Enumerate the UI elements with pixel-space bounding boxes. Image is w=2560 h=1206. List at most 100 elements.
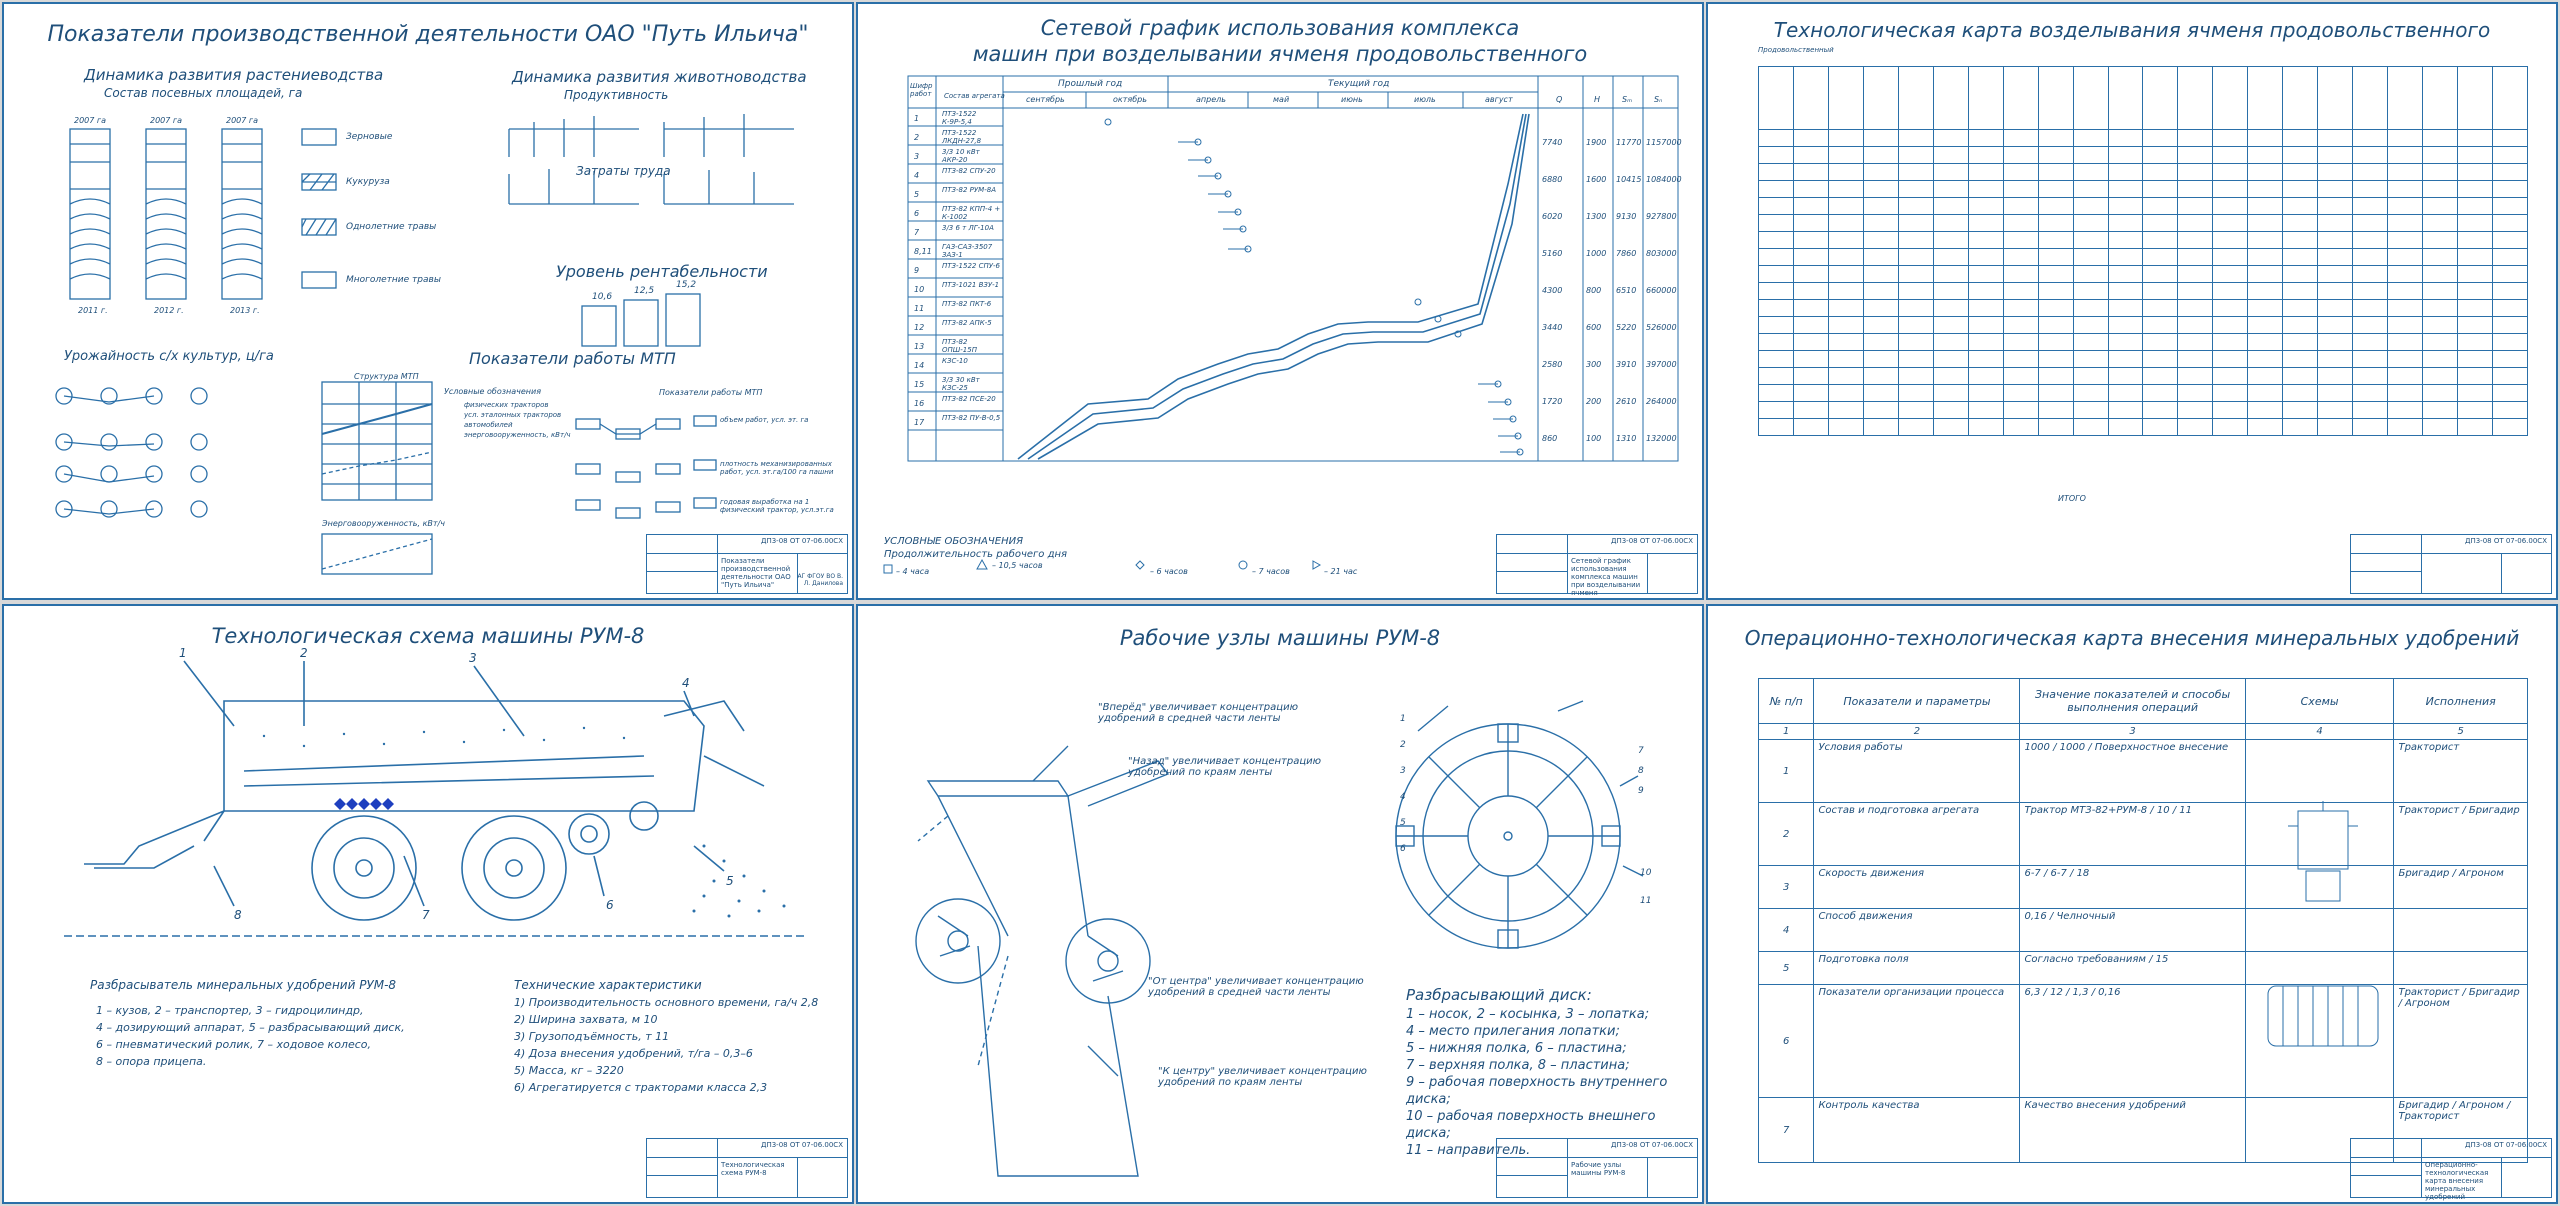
disk-number: 1	[1400, 714, 1406, 724]
row-aggregate: ГАЗ-САЗ-3507 ЗАЗ-1	[942, 243, 993, 259]
working-units-drawing	[915, 700, 1644, 1177]
part-number: 1	[179, 646, 187, 660]
scale-value: 600	[1586, 323, 1602, 332]
table-cell	[2244, 908, 2395, 952]
year-label: 2012 г.	[154, 306, 184, 315]
scale-value: 1310	[1616, 434, 1637, 443]
right-col: Sₘ	[1622, 95, 1633, 104]
scale-value: 1600	[1586, 175, 1607, 184]
column-top-label: 2007 га	[226, 116, 259, 125]
table-row: 2 Состав и подготовка агрегата Трактор МТЗ…	[1757, 802, 2528, 866]
legend-item: Однолетние травы	[346, 222, 437, 232]
row-code: 8,11	[914, 247, 932, 256]
row-aggregate: ПТЗ-82 АПК-5	[942, 319, 992, 327]
row-code: 11	[914, 304, 925, 313]
row-aggregate: 3/3 30 кВт КЗС-25	[942, 376, 980, 392]
right-col: Sₙ	[1654, 95, 1663, 104]
livestock-title: Динамика развития животноводства	[512, 68, 807, 86]
row-code: 14	[914, 361, 925, 370]
row-aggregate: ПТЗ-82 РУМ-8А	[942, 186, 996, 194]
sheet-title: Сетевой график использования комплекса	[1040, 16, 1520, 40]
table-cell	[2244, 739, 2395, 803]
table-cell: Качество внесения удобрений	[2019, 1097, 2246, 1163]
machine-specs: 1) Производительность основного времени,…	[514, 994, 818, 1096]
profit-value: 15,2	[676, 280, 697, 290]
disk-part-line: 1 – носок, 2 – косынка, 3 – лопатка;	[1406, 1007, 1650, 1022]
disk-number: 9	[1638, 786, 1644, 796]
stamp-name: Показатели производственной деятельности…	[721, 557, 791, 589]
scale-value: 803000	[1646, 249, 1677, 258]
profit-value: 10,6	[592, 292, 613, 302]
year-label: 2013 г.	[230, 306, 260, 315]
table-row	[1758, 299, 2528, 317]
disk-part-line: 4 – место прилегания лопатки;	[1406, 1024, 1620, 1039]
row-aggregate: ПТЗ-82 ПКТ-6	[942, 300, 992, 308]
stamp-name: Сетевой график использования комплекса м…	[1571, 557, 1648, 598]
mtp-legend-item: энерговооруженность, кВт/ч	[464, 431, 571, 439]
row-code: 10	[914, 285, 925, 294]
row-aggregate: ПТЗ-82 ОПШ-15П	[942, 338, 977, 354]
legend-item: – 6 часов	[1150, 567, 1188, 576]
scale-value: 200	[1586, 397, 1602, 406]
spec-line: 2) Ширина захвата, м 10	[514, 1013, 658, 1026]
scale-value: 5220	[1616, 323, 1637, 332]
table-row: 1 Условия работы 1000 / 1000 / Поверхностн…	[1757, 739, 2528, 803]
mtp-work-legend: объем работ, усл. эт. га	[720, 416, 809, 424]
table-row: 3 Скорость движения 6-7 / 6-7 / 18 Бригадир…	[1757, 865, 2528, 909]
scale-value: 6510	[1616, 286, 1637, 295]
disk-number: 10	[1640, 868, 1652, 878]
table-cell: Тракторист	[2393, 739, 2528, 803]
mtp-title: Показатели работы МТП	[469, 349, 676, 368]
title-block: ДП3-08 ОТ 07-06.00СХ	[2350, 534, 2552, 594]
network-chart	[883, 75, 1679, 574]
table-row: 6 Показатели организации процесса 6,3 / 12…	[1757, 984, 2528, 1098]
legend-item: – 10,5 часов	[992, 561, 1043, 570]
table-header: № п/п	[1757, 678, 1815, 724]
table-cell	[2393, 951, 2528, 985]
col-set: Состав агрегата	[944, 92, 1005, 100]
productivity-label: Продуктивность	[564, 88, 669, 102]
spec-line: 5) Масса, кг – 3220	[514, 1064, 624, 1077]
disk-number: 3	[1400, 766, 1406, 776]
scale-value: 397000	[1646, 360, 1677, 369]
scale-value: 2580	[1542, 360, 1563, 369]
table-cell: 3	[1757, 865, 1815, 909]
disk-part-line: 7 – верхняя полка, 8 – пластина;	[1406, 1058, 1630, 1073]
row-aggregate: ПТЗ-82 КПП-4 + К-1002	[942, 205, 1001, 221]
stamp-name: Технологическая схема РУМ-8	[721, 1161, 785, 1177]
table-row	[1758, 248, 2528, 266]
table-cell: Тракторист / Бригадир	[2393, 802, 2528, 866]
part-number: 8	[234, 908, 242, 922]
part-line: 1 – кузов, 2 – транспортер, 3 – гидроцил…	[96, 1004, 364, 1017]
crop-title: Динамика развития растениеводства	[84, 66, 384, 84]
scale-value: 1720	[1542, 397, 1563, 406]
month: сентябрь	[1026, 95, 1065, 104]
row-code: 1	[914, 114, 920, 123]
legend-item: Кукуруза	[346, 177, 390, 187]
scale-value: 132000	[1646, 434, 1677, 443]
table-row	[1758, 129, 2528, 147]
scale-value: 6020	[1542, 212, 1563, 221]
table-header: Показатели и параметры	[1813, 678, 2021, 724]
scale-value: 800	[1586, 286, 1602, 295]
part-line: 4 – дозирующий аппарат, 5 – разбрасывающ…	[96, 1021, 405, 1034]
sheet-network-schedule: Сетевой график использования комплекса м…	[856, 2, 1704, 600]
row-code: 7	[914, 228, 920, 237]
scale-value: 10415	[1616, 175, 1642, 184]
crop-subtitle: Состав посевных площадей, га	[104, 86, 303, 100]
right-col: Q	[1556, 95, 1563, 104]
mtp-legend-item: физических тракторов	[464, 401, 549, 409]
disk-part-line: 9 – рабочая поверхность внутреннего диск…	[1406, 1075, 1668, 1107]
stamp-code: ДП3-08 ОТ 07-06.00СХ	[760, 1141, 843, 1149]
machine-parts: 1 – кузов, 2 – транспортер, 3 – гидроцил…	[96, 1002, 405, 1070]
scale-value: 927800	[1646, 212, 1677, 221]
table-cell: Бригадир / Агроном	[2393, 865, 2528, 909]
sheet-title: Технологическая схема машины РУМ-8	[211, 624, 645, 648]
row-code: 17	[914, 418, 925, 427]
legend-item: – 21 час	[1324, 567, 1358, 576]
mtp-work-title: Показатели работы МТП	[659, 388, 763, 397]
part-line: 8 – опора прицепа.	[96, 1055, 207, 1068]
row-code: 6	[914, 209, 920, 218]
part-number: 2	[300, 646, 308, 660]
table-cell: 1000 / 1000 / Поверхностное внесение	[2019, 739, 2246, 803]
